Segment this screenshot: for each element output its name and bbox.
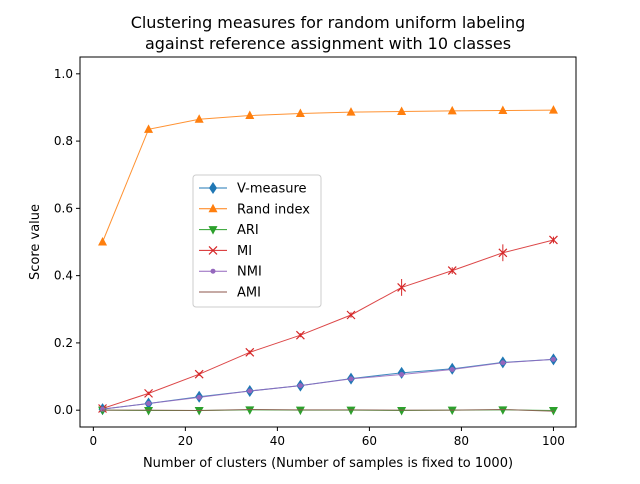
data-point — [397, 106, 407, 115]
data-point — [348, 376, 354, 382]
series-nmi — [100, 356, 556, 412]
legend: V-measure Rand index ARI MI NMI AMI — [192, 174, 322, 308]
chart-title-line-2: against reference assignment with 10 cla… — [145, 34, 511, 53]
data-point — [552, 410, 554, 412]
data-point — [397, 407, 407, 416]
data-point — [498, 406, 508, 415]
x-tick-label: 20 — [178, 434, 193, 448]
legend-label: AMI — [237, 286, 261, 301]
data-point — [194, 407, 204, 416]
data-point — [194, 114, 204, 123]
y-tick-label: 0.4 — [54, 269, 73, 283]
legend-marker — [209, 182, 217, 194]
x-tick-label: 60 — [362, 434, 377, 448]
data-point — [502, 409, 504, 411]
legend-marker — [208, 245, 218, 255]
data-point — [299, 409, 301, 411]
data-point — [144, 388, 153, 398]
data-point — [144, 124, 154, 133]
y-tick-label: 1.0 — [54, 67, 73, 81]
legend-label: NMI — [237, 265, 262, 280]
data-point — [346, 107, 356, 116]
legend-label: MI — [237, 244, 252, 259]
data-point — [350, 409, 352, 411]
data-point — [295, 108, 305, 118]
series-line — [102, 109, 554, 243]
data-point — [194, 369, 204, 379]
legend-marker — [212, 291, 214, 293]
series-ari — [98, 406, 558, 416]
data-point — [295, 406, 305, 416]
series-v-measure — [98, 353, 558, 416]
data-point — [247, 388, 253, 394]
legend-label: Rand index — [237, 202, 310, 217]
data-point — [399, 372, 405, 378]
data-point — [245, 406, 255, 415]
y-axis-label: Score value — [28, 204, 43, 280]
data-point — [102, 409, 104, 411]
data-point — [548, 105, 558, 114]
series-line — [102, 358, 554, 410]
x-tick-label: 40 — [270, 434, 285, 448]
data-point — [100, 406, 106, 412]
data-point — [397, 282, 407, 292]
data-point — [146, 400, 152, 406]
series-mi — [98, 235, 558, 413]
data-point — [148, 409, 150, 411]
plot-area-frame — [79, 56, 577, 428]
y-tick-label: 0.2 — [54, 336, 73, 350]
data-point — [500, 360, 506, 366]
data-point — [144, 407, 154, 416]
data-point — [249, 409, 251, 411]
data-point — [498, 248, 508, 258]
y-tick-label: 0.0 — [54, 403, 73, 417]
data-point — [447, 406, 457, 416]
data-point — [346, 310, 356, 320]
y-tick-label: 0.8 — [54, 134, 73, 148]
series-line — [102, 358, 554, 410]
data-point — [550, 356, 556, 362]
data-point — [447, 105, 457, 115]
y-tick-label: 0.6 — [54, 201, 73, 215]
legend-marker — [210, 268, 216, 274]
data-point — [295, 330, 305, 340]
legend-label: ARI — [237, 223, 259, 238]
series-rand-index — [98, 105, 558, 246]
data-point — [198, 410, 200, 412]
data-point — [447, 266, 457, 276]
x-axis-label: Number of clusters (Number of samples is… — [143, 456, 513, 471]
data-point — [245, 347, 255, 357]
legend-marker — [208, 226, 218, 235]
data-point — [98, 237, 108, 246]
x-tick-label: 100 — [542, 434, 565, 448]
data-point — [401, 409, 403, 411]
x-tick-label: 0 — [90, 434, 98, 448]
data-point — [297, 383, 303, 389]
data-point — [549, 235, 558, 245]
x-tick-label: 80 — [454, 434, 469, 448]
chart-title-line-1: Clustering measures for random uniform l… — [131, 13, 526, 32]
data-point — [498, 105, 508, 114]
series-line — [102, 239, 554, 409]
data-point — [451, 409, 453, 411]
series-ami — [102, 409, 554, 412]
series-line — [102, 409, 554, 412]
data-point — [346, 406, 356, 416]
data-point — [449, 366, 455, 372]
legend-marker — [208, 203, 218, 213]
data-point — [245, 110, 255, 120]
data-point — [196, 394, 202, 400]
legend-frame — [192, 174, 322, 308]
legend-label: V-measure — [237, 182, 307, 197]
